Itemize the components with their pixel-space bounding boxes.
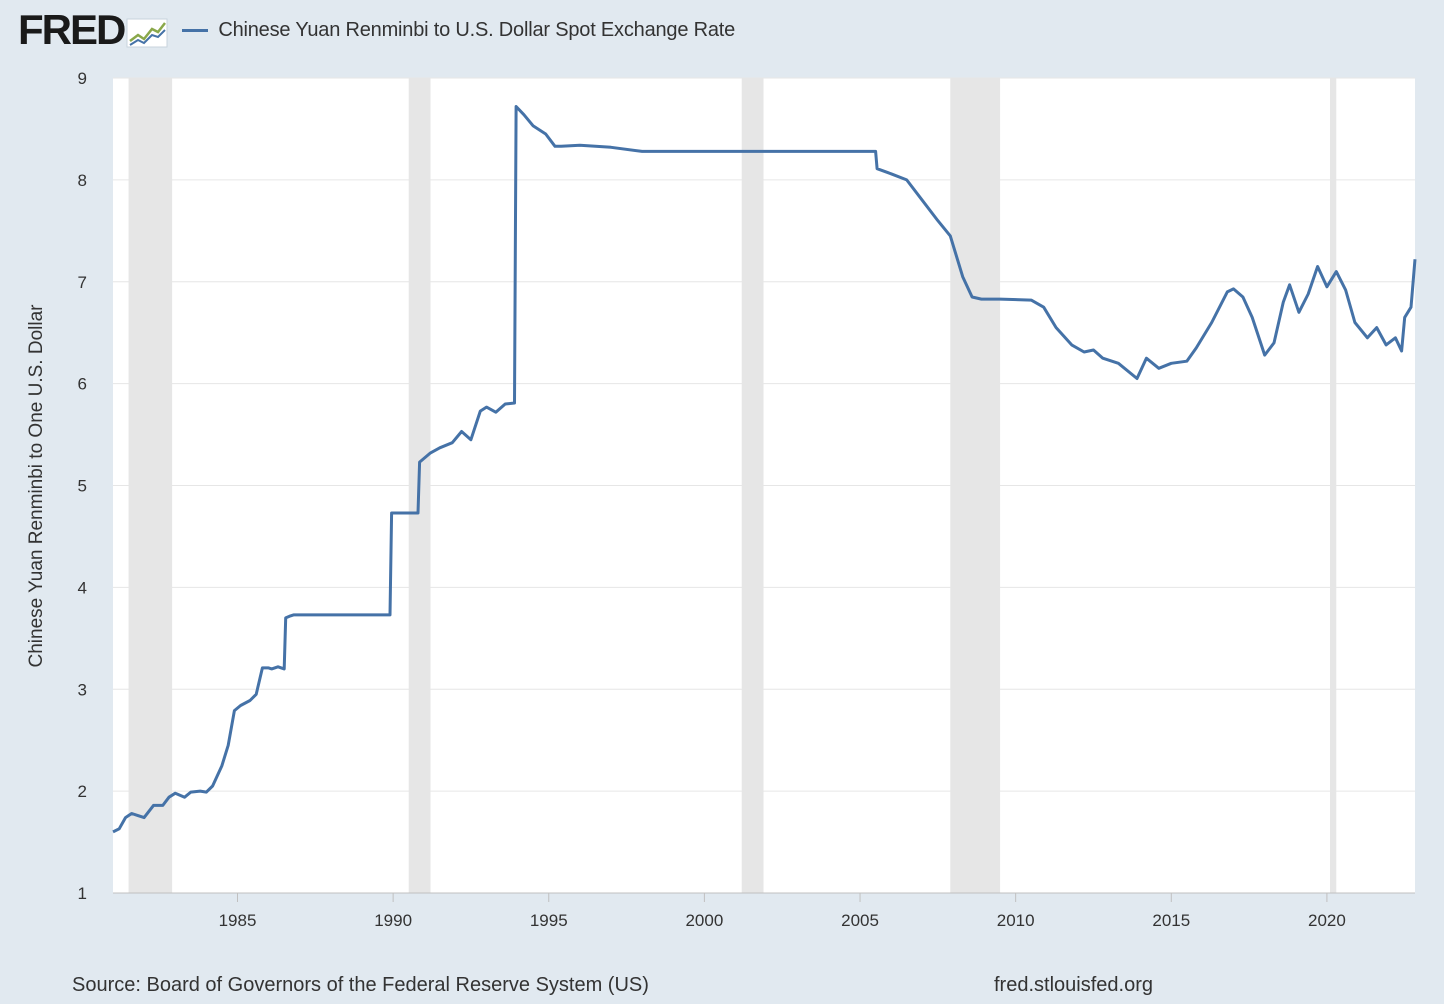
- source-note: Source: Board of Governors of the Federa…: [72, 974, 649, 996]
- y-tick-label: 3: [78, 680, 87, 699]
- y-tick-label: 4: [78, 578, 87, 597]
- fred-logo-graph-icon: [126, 18, 168, 48]
- y-tick-label: 5: [78, 477, 87, 496]
- chart-header: FRED Chinese Yuan Renminbi to U.S. Dolla…: [18, 8, 735, 52]
- x-tick-label: 2020: [1308, 911, 1346, 930]
- fred-logo[interactable]: FRED: [18, 6, 126, 53]
- x-tick-label: 1995: [530, 911, 568, 930]
- y-tick-label: 6: [78, 375, 87, 394]
- x-tick-label: 2005: [841, 911, 879, 930]
- series-line[interactable]: [112, 105, 1417, 834]
- y-tick-label: 7: [78, 273, 87, 292]
- y-tick-label: 1: [78, 884, 87, 903]
- x-tick-label: 2010: [997, 911, 1035, 930]
- x-axis: 1985 1990 1995 2000 2005 2010 2015 2020: [113, 892, 1415, 930]
- x-tick-label: 1985: [219, 911, 257, 930]
- x-tick-label: 2015: [1152, 911, 1190, 930]
- y-tick-label: 8: [78, 171, 87, 190]
- x-tick-label: 1990: [374, 911, 412, 930]
- y-axis-label: Chinese Yuan Renminbi to One U.S. Dollar: [26, 304, 47, 668]
- x-tick-label: 2000: [685, 911, 723, 930]
- legend-series-swatch: [182, 28, 209, 32]
- legend-series-label[interactable]: Chinese Yuan Renminbi to U.S. Dollar Spo…: [218, 18, 736, 41]
- y-tick-label: 9: [78, 69, 87, 88]
- y-axis: 1 2 3 4 5 6 7 8 9: [78, 69, 87, 903]
- y-tick-label: 2: [78, 782, 87, 801]
- source-url[interactable]: fred.stlouisfed.org: [994, 974, 1153, 996]
